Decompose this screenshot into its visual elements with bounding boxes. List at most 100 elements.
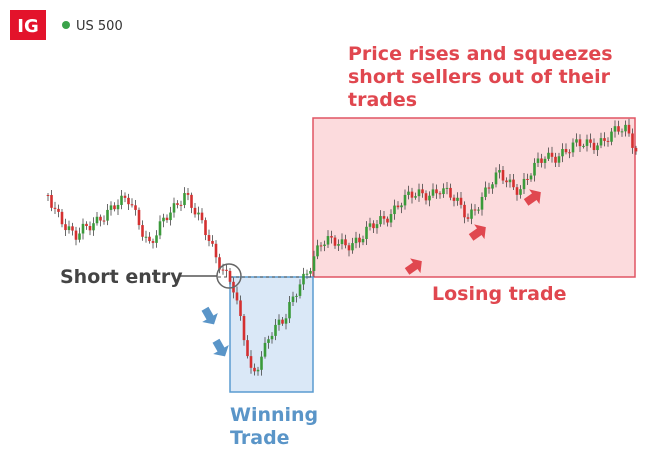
- candle-part: [624, 124, 627, 132]
- candle-part: [361, 239, 365, 243]
- candle-part: [323, 244, 326, 246]
- candle-part: [554, 156, 557, 163]
- candle-part: [610, 131, 613, 142]
- candle-part: [578, 139, 582, 147]
- candle-part: [424, 193, 428, 201]
- candle-part: [631, 133, 634, 148]
- candle-part: [155, 235, 158, 243]
- candle-part: [172, 203, 176, 213]
- squeeze-label: Price rises and squeezes: [348, 43, 613, 65]
- candle-part: [221, 269, 225, 271]
- candle-part: [137, 209, 141, 226]
- candle-part: [613, 126, 617, 132]
- candle-part: [214, 243, 218, 258]
- candle-part: [592, 142, 596, 151]
- arrow: [201, 306, 218, 325]
- candle-part: [270, 335, 274, 340]
- candle-part: [183, 193, 186, 206]
- candle-part: [634, 147, 638, 152]
- candle-part: [494, 172, 498, 185]
- candle-part: [410, 191, 414, 198]
- candle-part: [582, 145, 585, 147]
- candle-part: [326, 236, 330, 245]
- candle-part: [60, 211, 64, 225]
- short-entry-label: Short entry: [60, 266, 183, 288]
- candle-part: [344, 239, 347, 246]
- candle-part: [302, 273, 305, 285]
- candle-part: [421, 189, 424, 194]
- candle-part: [498, 170, 501, 173]
- candle-part: [347, 245, 351, 251]
- candle-part: [134, 205, 137, 210]
- candle-part: [543, 158, 547, 163]
- down-arrows: [201, 306, 229, 357]
- candle-part: [57, 208, 60, 212]
- candle-part: [176, 203, 179, 205]
- candle-part: [179, 204, 183, 206]
- candle-part: [127, 197, 130, 205]
- candle-part: [85, 223, 88, 227]
- candle-part: [197, 212, 200, 215]
- candle-part: [309, 270, 312, 274]
- candle-part: [253, 367, 256, 372]
- candle-part: [78, 233, 81, 240]
- candle-part: [67, 226, 71, 231]
- candle-part: [333, 237, 337, 246]
- candle-part: [480, 196, 484, 210]
- losing-zone: [312, 117, 636, 278]
- candle-part: [522, 178, 526, 190]
- candle-part: [396, 205, 400, 208]
- candle-part: [148, 236, 151, 242]
- candle-part: [477, 209, 480, 211]
- candle-part: [50, 195, 53, 208]
- candle-part: [484, 187, 487, 197]
- candle-part: [144, 236, 148, 238]
- candle-part: [81, 223, 85, 234]
- up-arrows: [404, 189, 541, 275]
- candle-part: [337, 244, 340, 246]
- candle-part: [617, 126, 620, 132]
- candle-part: [288, 302, 291, 319]
- candle-part: [71, 226, 74, 231]
- candle-part: [169, 212, 172, 221]
- candle-part: [519, 189, 522, 195]
- candle-part: [533, 162, 536, 176]
- candle-part: [211, 240, 214, 244]
- candle-part: [627, 124, 631, 134]
- candle-part: [218, 257, 221, 270]
- losing-label: Losing trade: [432, 283, 566, 305]
- candle-part: [165, 217, 169, 221]
- squeeze-label: short sellers out of their: [348, 66, 611, 88]
- candle-part: [200, 212, 204, 221]
- candle-part: [365, 226, 368, 240]
- candle-part: [491, 184, 494, 189]
- candle-part: [568, 152, 571, 154]
- candle-part: [379, 216, 382, 225]
- candle-part: [354, 237, 358, 244]
- candle-part: [515, 187, 519, 195]
- candle-part: [260, 356, 263, 370]
- logo: IG: [17, 16, 38, 37]
- candle-part: [235, 292, 239, 301]
- candle-part: [459, 197, 463, 205]
- candle-part: [575, 139, 578, 143]
- candle-part: [547, 152, 550, 159]
- candle-part: [88, 226, 92, 231]
- candle-part: [372, 223, 375, 229]
- candle-part: [386, 218, 389, 223]
- candle-part: [620, 131, 624, 133]
- candle-part: [74, 230, 78, 240]
- candle-part: [417, 189, 421, 197]
- candle-part: [46, 195, 50, 196]
- candle-part: [414, 196, 417, 198]
- arrow: [212, 338, 229, 357]
- candle-part: [102, 220, 106, 222]
- candle-part: [151, 241, 155, 243]
- candle-part: [295, 295, 298, 297]
- arrow: [523, 189, 541, 206]
- candle-part: [456, 197, 459, 201]
- arrow: [404, 258, 422, 275]
- squeeze-label: trades: [348, 89, 417, 111]
- candle-part: [505, 180, 508, 183]
